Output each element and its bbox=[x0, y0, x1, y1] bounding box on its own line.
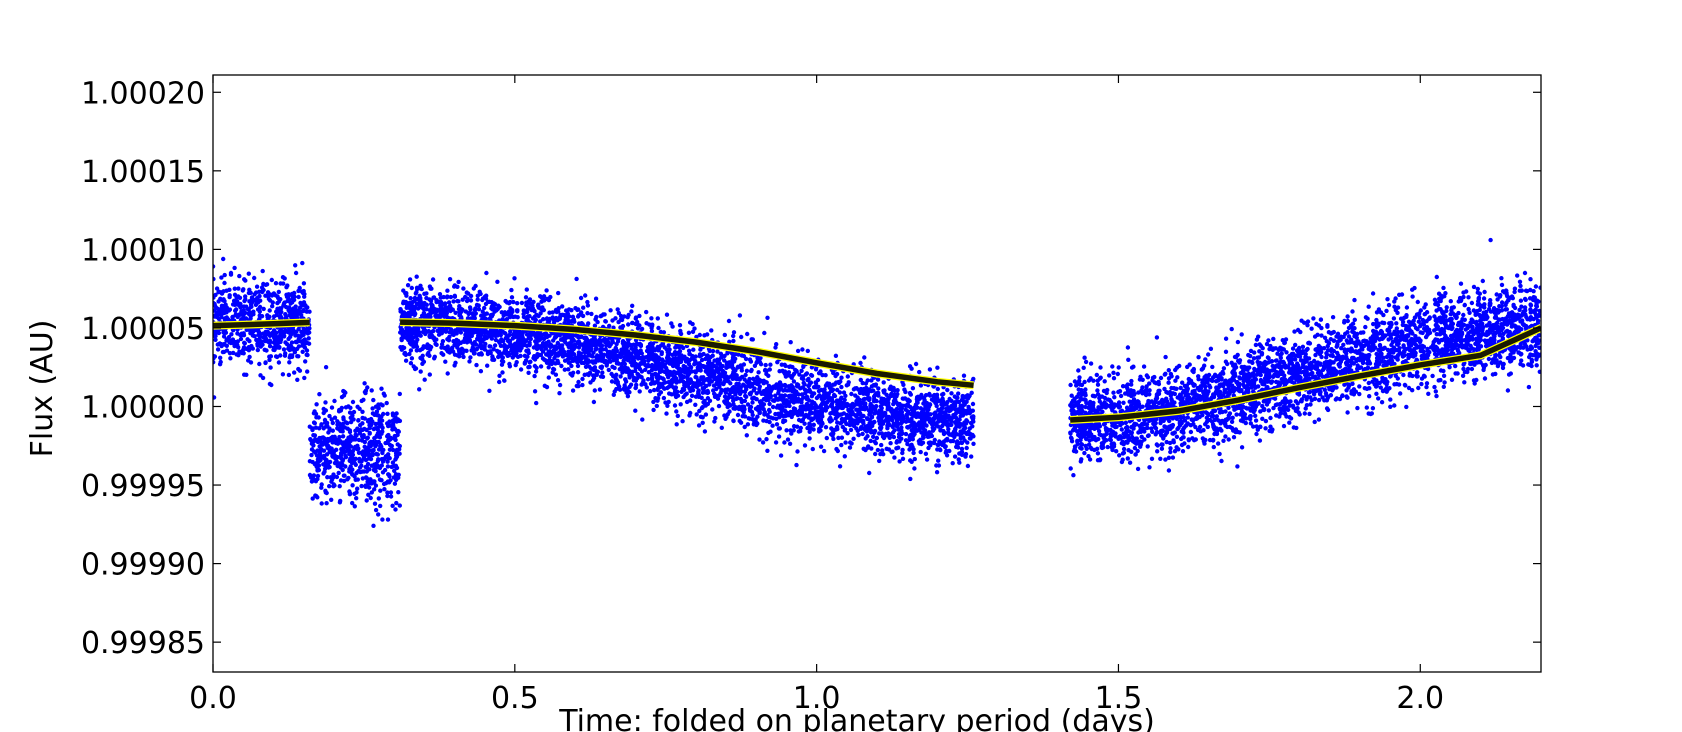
y-tick-label: 1.00020 bbox=[81, 76, 205, 111]
y-tick-label: 0.99995 bbox=[81, 469, 205, 504]
data-points bbox=[213, 237, 1541, 529]
x-tick-label: 0.5 bbox=[491, 681, 539, 716]
x-axis: 0.0 0.5 1.0 1.5 2.0 bbox=[189, 75, 1444, 716]
y-tick-label: 1.00000 bbox=[81, 390, 205, 425]
x-tick-label: 2.0 bbox=[1396, 681, 1444, 716]
model-curve-2 bbox=[1070, 325, 1541, 423]
y-tick-label: 0.99985 bbox=[81, 626, 205, 661]
y-axis-label: Flux (AU) bbox=[25, 320, 60, 458]
y-tick-label: 1.00010 bbox=[81, 233, 205, 268]
model-curve-1 bbox=[400, 319, 974, 389]
plot-area bbox=[212, 74, 1542, 673]
y-tick-label: 1.00005 bbox=[81, 312, 205, 347]
y-tick-label: 1.00015 bbox=[81, 155, 205, 190]
model-curves bbox=[213, 318, 1541, 424]
plot-frame bbox=[212, 74, 1542, 673]
x-axis-label: Time: folded on planetary period (days) bbox=[558, 704, 1155, 732]
y-tick-label: 0.99990 bbox=[81, 548, 205, 583]
x-tick-label: 1.0 bbox=[793, 681, 841, 716]
model-curve-0 bbox=[213, 319, 310, 329]
y-axis: 0.99985 0.99990 0.99995 1.00000 1.00005 1.000… bbox=[81, 76, 1541, 661]
x-tick-label: 0.0 bbox=[189, 681, 237, 716]
data-point-cloud bbox=[213, 237, 1541, 529]
x-tick-label: 1.5 bbox=[1095, 681, 1143, 716]
